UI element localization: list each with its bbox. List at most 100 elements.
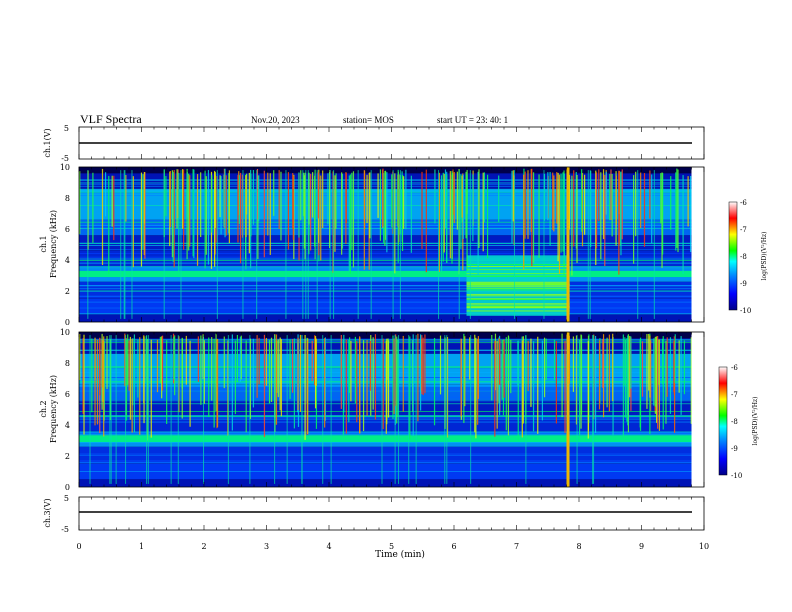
sferic-streak [523, 174, 525, 270]
sferic-streak [622, 334, 624, 440]
sferic-streak [374, 334, 377, 420]
spectrogram-line [79, 385, 692, 387]
sferic-spike [399, 170, 401, 319]
sferic-streak [258, 337, 260, 385]
ch2-spectrogram-yticks: 0 2 4 6 8 10 [60, 328, 70, 492]
sferic-streak [442, 172, 444, 262]
sferic-streak [349, 174, 351, 274]
sferic-streak [598, 340, 601, 410]
sferic-streak [646, 333, 648, 409]
sferic-streak [225, 175, 227, 236]
sferic-streak [649, 170, 651, 219]
spectrogram-line [79, 366, 692, 367]
sferic-streak [178, 172, 180, 273]
sferic-streak [196, 174, 199, 266]
sferic-streak [310, 173, 312, 251]
sferic-streak [213, 338, 215, 428]
sferic-spike [589, 170, 591, 319]
sferic-spike [329, 170, 331, 319]
sferic-streak [472, 174, 474, 242]
sferic-streak [658, 339, 660, 385]
sferic-spike [274, 335, 276, 484]
sferic-streak [103, 336, 105, 437]
sferic-streak [532, 172, 535, 263]
spectrogram-line [79, 307, 692, 309]
sferic-streak [549, 171, 551, 246]
sferic-streak [377, 173, 379, 218]
spectrogram-enhanced-line [466, 306, 570, 308]
spectrogram-enhanced-line [466, 310, 570, 312]
spectrogram-line [79, 367, 692, 369]
sferic-streak [379, 169, 382, 241]
sferic-spike [285, 170, 287, 319]
spectrogram-enhanced-line [466, 298, 570, 300]
sferic-streak [463, 333, 465, 424]
sferic-streak [453, 172, 455, 224]
sferic-streak [653, 338, 655, 406]
sferic-streak [224, 168, 226, 238]
sferic-streak [156, 339, 159, 393]
sferic-streak [291, 338, 294, 393]
x-tick-label-5: 5 [389, 542, 394, 551]
sferic-streak [94, 338, 96, 426]
spectrogram-event [566, 332, 570, 487]
ch1-ytick-0: 0 [65, 318, 70, 327]
spectrogram-line [79, 249, 692, 251]
sferic-spike [470, 335, 472, 484]
sferic-streak [345, 172, 347, 224]
sferic-streak [143, 336, 145, 424]
spectrogram-line [79, 375, 692, 377]
sferic-streak [517, 341, 519, 386]
spectrogram-enhanced-line [466, 282, 570, 284]
sferic-streak [277, 339, 279, 398]
sferic-streak [231, 334, 233, 431]
spectrogram-line [79, 410, 692, 412]
sferic-streak [173, 170, 175, 268]
sferic-streak [311, 340, 313, 382]
sferic-streak [302, 172, 305, 217]
sferic-streak [278, 170, 280, 229]
spectrogram-enhanced-line [466, 293, 570, 295]
ch1-waveform-ytick-top: 5 [64, 124, 69, 133]
sferic-streak [113, 175, 115, 241]
x-tick-label-6: 6 [451, 542, 456, 551]
sferic-streak [386, 172, 388, 253]
sferic-streak [627, 334, 630, 433]
sferic-spike [381, 335, 383, 484]
sferic-streak [348, 339, 350, 423]
sferic-streak [434, 169, 436, 224]
sferic-streak [424, 334, 426, 394]
sferic-streak [314, 169, 316, 260]
spectrogram-line [79, 403, 692, 405]
sferic-streak [675, 172, 677, 251]
sferic-spike [256, 170, 258, 319]
spectrogram-line [79, 258, 692, 260]
sferic-streak [397, 169, 399, 263]
x-tick-label-7: 7 [514, 542, 519, 551]
sferic-streak [140, 172, 143, 267]
sferic-spike [249, 335, 251, 484]
sferic-streak [252, 338, 255, 408]
sferic-streak [683, 340, 686, 395]
sferic-streak [673, 340, 675, 393]
sferic-streak [324, 337, 326, 421]
x-tick-label-4: 4 [326, 542, 331, 551]
sferic-spike [576, 335, 578, 484]
spectrogram-line [79, 396, 692, 398]
sferic-streak [219, 175, 221, 218]
spectrogram-line [79, 372, 692, 373]
sferic-streak [314, 335, 316, 386]
sferic-spike [307, 170, 309, 319]
spectrogram-line [79, 415, 692, 416]
x-tick-label-8: 8 [576, 542, 581, 551]
sferic-streak [496, 340, 498, 429]
sferic-spike [316, 170, 318, 319]
spectrogram-event [566, 167, 570, 322]
sferic-streak [398, 174, 400, 243]
spectrogram-line [79, 313, 692, 315]
sferic-streak [341, 172, 343, 255]
sferic-spike [394, 335, 396, 484]
sferic-streak [469, 337, 471, 380]
sferic-streak [662, 172, 664, 255]
sferic-streak [192, 169, 194, 257]
